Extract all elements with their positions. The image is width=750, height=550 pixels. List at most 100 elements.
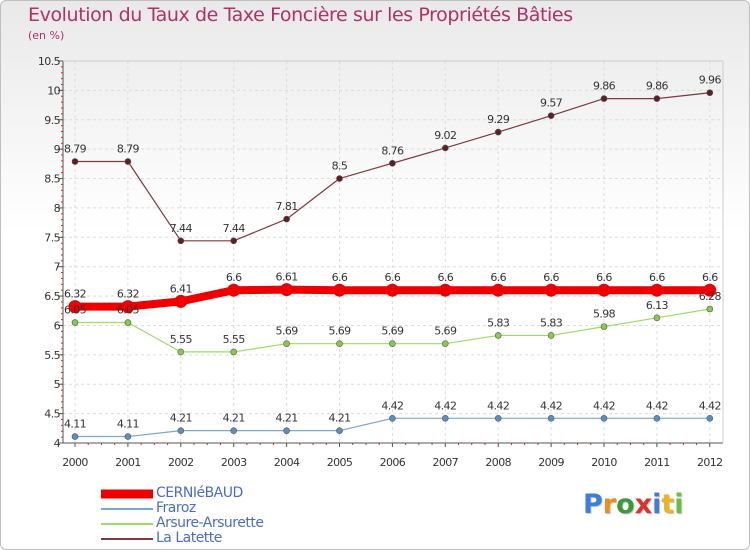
y-tick-label: 9.5 [44, 114, 60, 127]
data-label: 6.6 [226, 271, 242, 284]
y-tick-label: 7.5 [44, 231, 60, 244]
series-point [71, 433, 79, 440]
data-label: 4.21 [223, 412, 245, 425]
data-label: 4.42 [487, 399, 509, 412]
legend-swatch [101, 489, 153, 498]
data-label: 4.21 [170, 412, 192, 425]
logo-letter: t [661, 489, 675, 520]
data-label: 6.41 [170, 282, 192, 295]
data-label: 6.6 [490, 271, 506, 284]
series-point [653, 314, 661, 322]
series-point [389, 415, 396, 422]
data-label: 6.05 [117, 304, 140, 317]
y-tick-label: 4 [54, 437, 61, 450]
series-point [124, 433, 132, 440]
legend-label-arsure-arsurette: Arsure-Arsurette [156, 515, 264, 531]
series-point [71, 158, 79, 165]
series-point [494, 332, 502, 339]
data-label: 4.42 [699, 399, 721, 412]
series-point [650, 283, 664, 297]
legend-item: Arsure-Arsurette [101, 515, 264, 531]
y-axis-unit-label: (en %) [28, 29, 65, 42]
y-tick-label: 5.5 [44, 349, 60, 362]
legend-swatch [101, 522, 153, 525]
data-label: 9.86 [646, 80, 669, 93]
data-label: 6.32 [64, 288, 86, 301]
data-labels: 4.11 4.11 4.21 4.21 4.21 4.21 4.42 4.42 4.42 4.42… [64, 74, 722, 431]
series-point [547, 332, 555, 339]
data-label: 9.57 [540, 97, 563, 110]
data-label: 9.02 [434, 129, 456, 142]
data-label: 7.81 [276, 200, 298, 213]
series-point [653, 95, 661, 102]
x-tick-label: 2001 [115, 456, 141, 469]
data-label: 6.6 [702, 271, 718, 284]
series-point [703, 283, 717, 297]
data-label: 6.6 [543, 271, 559, 284]
line-chart: 4 4.5 5 5.5 6 6.5 7 7.5 8 8.5 9 9.5 10 10.5 2000 2001 20… [38, 55, 724, 469]
data-label: 4.42 [434, 399, 456, 412]
data-label: 9.96 [699, 74, 722, 87]
data-label: 6.32 [117, 288, 139, 301]
series-point [124, 319, 132, 326]
y-tick-label: 8.5 [44, 173, 60, 186]
logo-letter: o [616, 489, 635, 520]
proxiti-logo: Proxiti [583, 489, 684, 520]
series-point [491, 283, 505, 297]
series-point [177, 348, 185, 356]
series-point [71, 319, 79, 326]
series-point [336, 175, 343, 182]
legend-label-cerniebaud: CERNIéBAUD [156, 485, 243, 501]
series-point [706, 89, 714, 97]
series-point [441, 144, 449, 152]
series-point [597, 283, 611, 297]
series-point [227, 283, 241, 297]
data-label: 4.42 [646, 399, 668, 412]
series-point [230, 427, 237, 434]
data-label: 8.5 [332, 160, 348, 173]
data-label: 4.11 [64, 418, 86, 431]
legend-item: Fraroz [101, 501, 263, 516]
series-point [441, 415, 449, 422]
data-label: 6.6 [332, 271, 348, 284]
data-label: 4.42 [540, 399, 562, 412]
data-label: 5.69 [381, 325, 404, 338]
data-label: 8.79 [64, 142, 87, 155]
x-tick-label: 2000 [62, 456, 88, 469]
data-label: 6.6 [437, 271, 453, 284]
series-point [544, 283, 558, 297]
data-label: 5.69 [434, 325, 457, 338]
legend-item: La Latette [101, 531, 263, 546]
logo-letter: i [674, 489, 684, 520]
series-point [68, 300, 82, 314]
data-label: 6.6 [596, 271, 612, 284]
y-tick-label: 5 [54, 378, 61, 391]
data-label: 6.6 [649, 271, 665, 284]
legend-label-fraroz: Fraroz [156, 500, 196, 516]
chart-title: Evolution du Taux de Taxe Foncière sur l… [28, 4, 573, 26]
y-tick-label: 10.5 [38, 55, 61, 68]
series-point [706, 415, 714, 422]
series-point [230, 348, 237, 356]
data-label: 8.76 [381, 144, 404, 157]
series-point [385, 283, 399, 297]
series-point [600, 323, 608, 330]
series-point [438, 283, 452, 297]
series-point [283, 215, 290, 223]
data-label: 7.44 [223, 222, 246, 235]
x-tick-label: 2007 [432, 456, 458, 469]
data-label: 5.55 [170, 333, 193, 346]
series-point [600, 415, 608, 422]
series-point [653, 415, 661, 422]
data-label: 5.83 [540, 316, 563, 329]
x-tick-label: 2004 [274, 456, 300, 469]
x-tick-label: 2010 [591, 456, 617, 469]
data-label: 9.86 [593, 80, 616, 93]
data-label: 6.05 [64, 304, 87, 317]
series-point [280, 283, 294, 297]
series-point [333, 283, 346, 297]
x-tick-label: 2006 [380, 456, 406, 469]
series-point [494, 415, 502, 422]
data-label: 6.6 [385, 271, 401, 284]
